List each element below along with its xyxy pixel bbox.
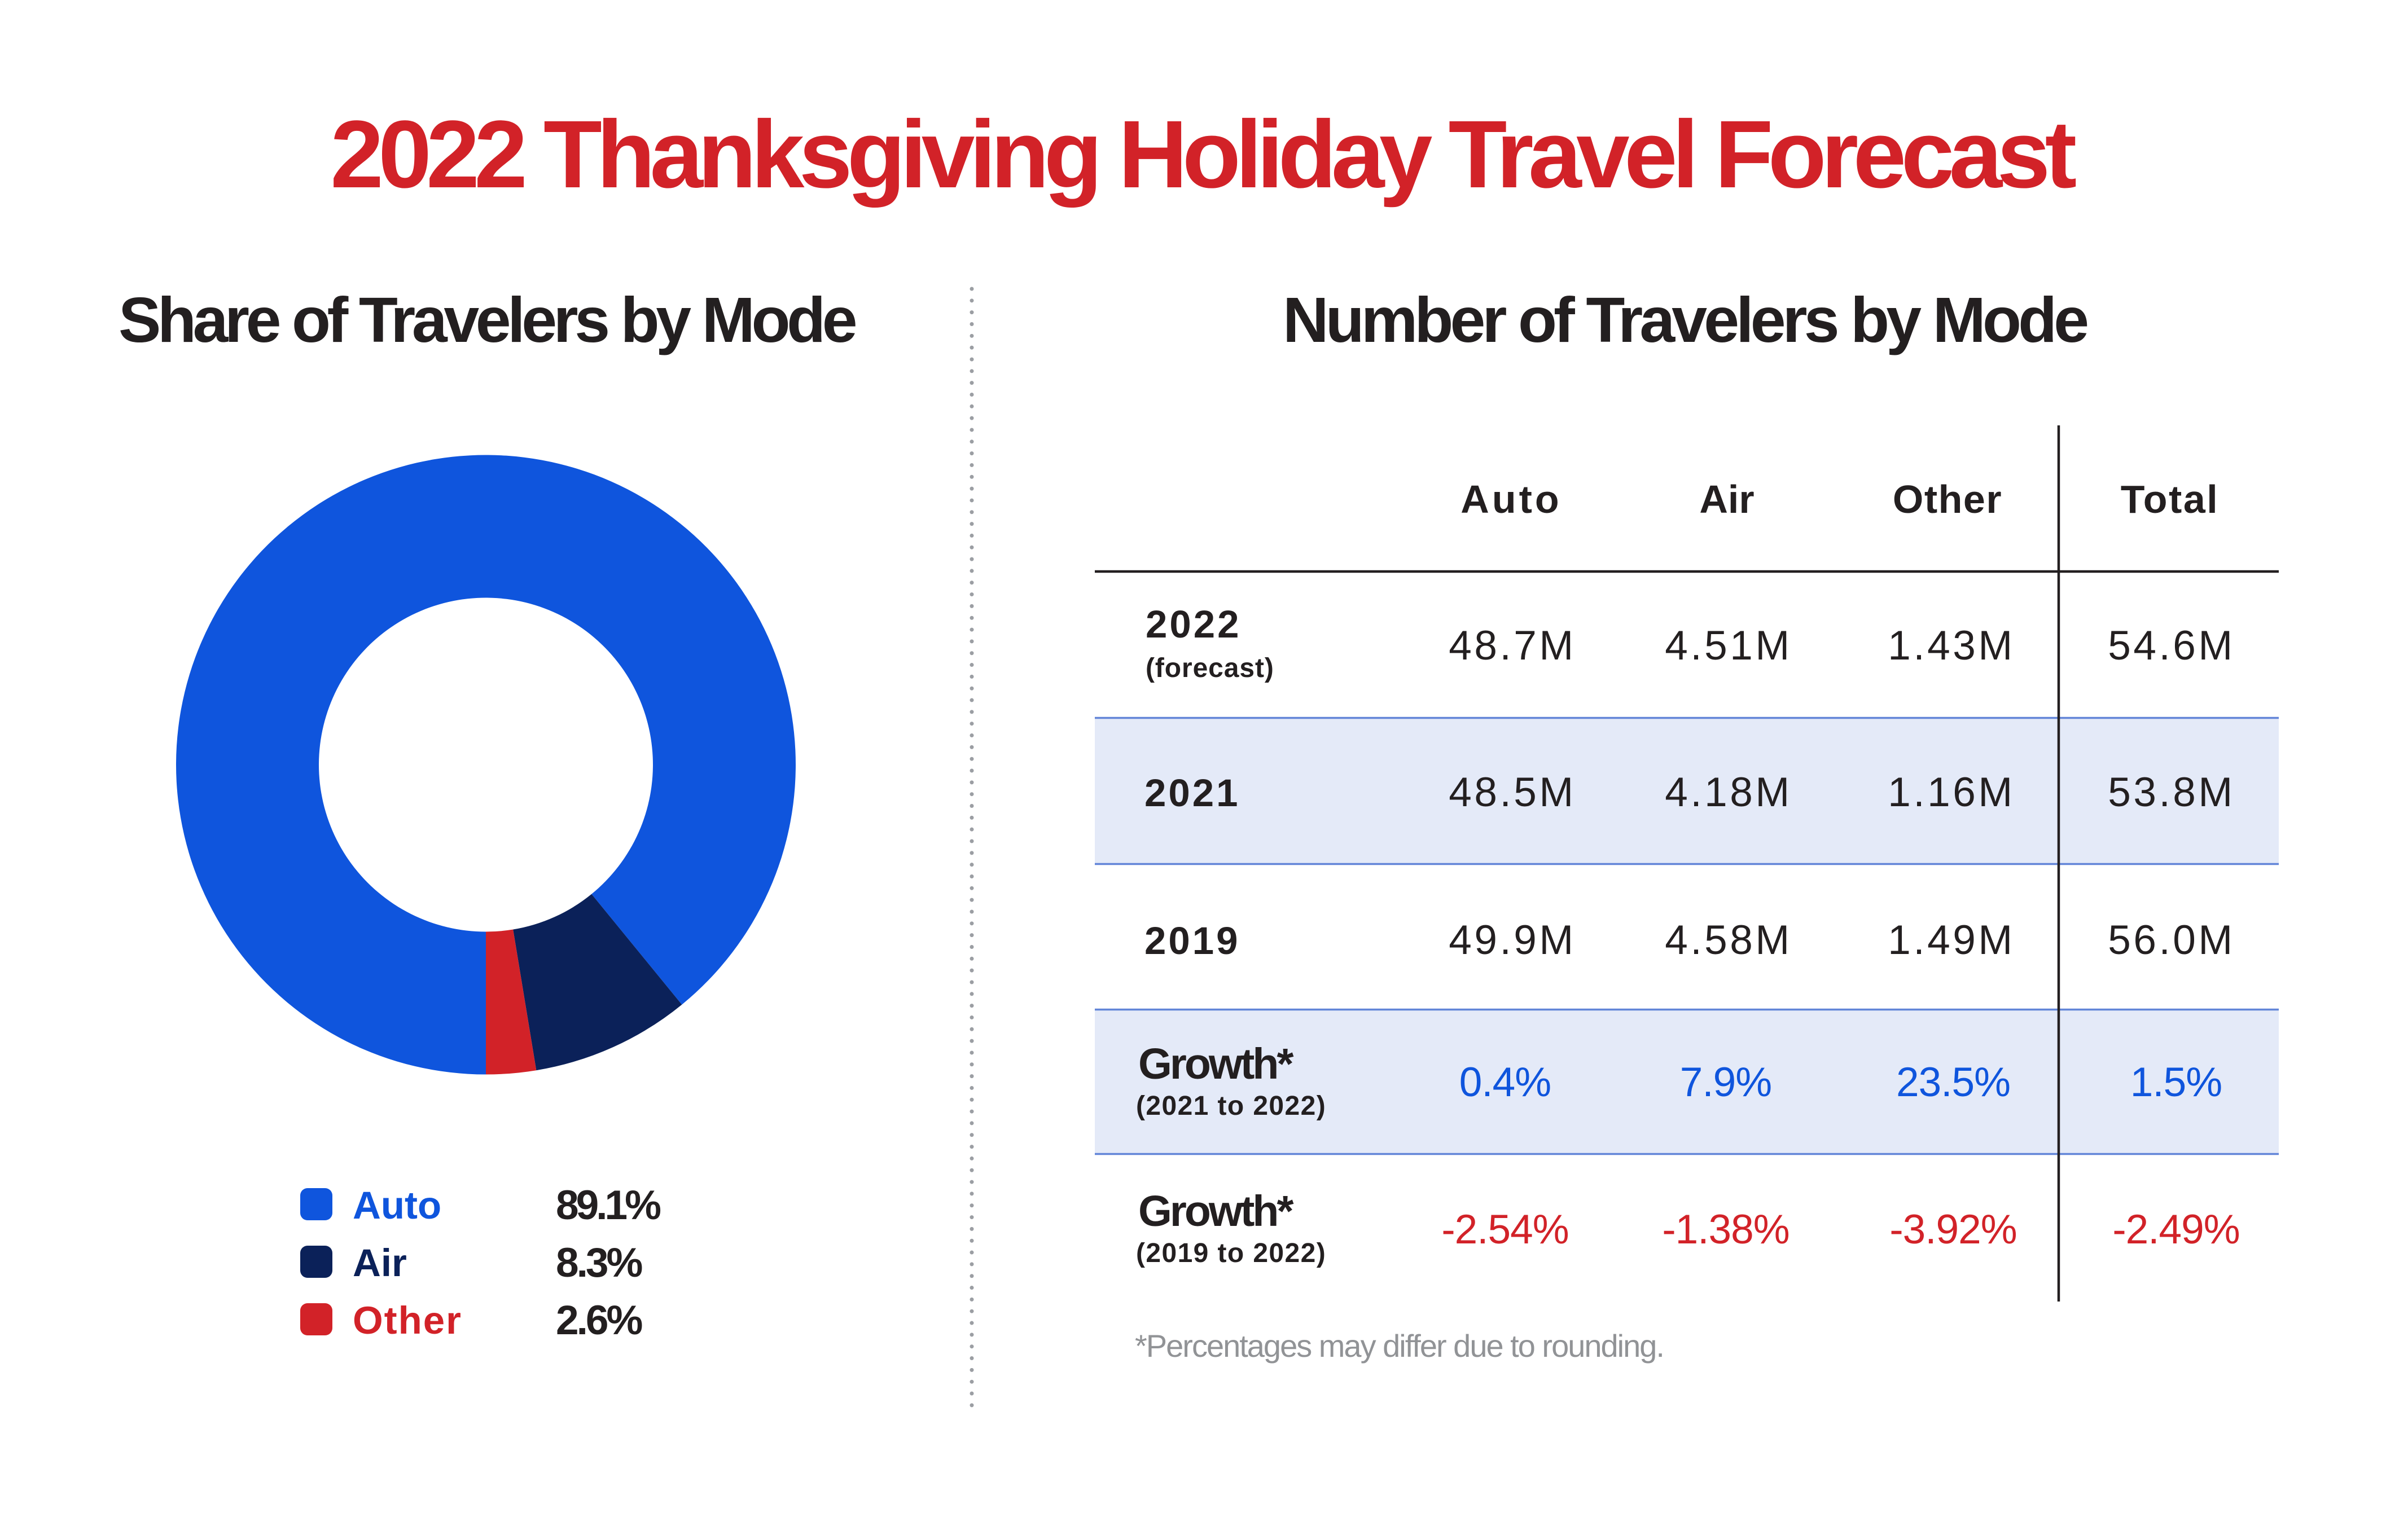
svg-text:Air: Air — [1699, 477, 1754, 521]
svg-text:1.49M: 1.49M — [1888, 917, 2015, 963]
svg-text:Auto: Auto — [1460, 477, 1562, 521]
svg-text:-1.38%: -1.38% — [1662, 1207, 1789, 1252]
svg-text:0.4%: 0.4% — [1459, 1059, 1551, 1105]
svg-text:8.3%: 8.3% — [556, 1240, 642, 1286]
svg-text:1.43M: 1.43M — [1888, 623, 2015, 669]
svg-text:48.5M: 48.5M — [1449, 770, 1576, 815]
svg-text:Growth*: Growth* — [1138, 1187, 1293, 1236]
svg-text:1.16M: 1.16M — [1888, 770, 2015, 815]
svg-text:-2.49%: -2.49% — [2112, 1207, 2239, 1252]
svg-text:89.1%: 89.1% — [556, 1182, 660, 1228]
svg-text:-3.92%: -3.92% — [1889, 1207, 2016, 1252]
svg-text:(forecast): (forecast) — [1146, 653, 1274, 683]
svg-text:54.6M: 54.6M — [2108, 623, 2235, 669]
svg-text:Total: Total — [2121, 477, 2220, 521]
svg-text:48.7M: 48.7M — [1449, 623, 1576, 669]
svg-text:56.0M: 56.0M — [2108, 917, 2235, 963]
svg-text:7.9%: 7.9% — [1680, 1059, 1771, 1105]
svg-text:-2.54%: -2.54% — [1441, 1207, 1568, 1252]
svg-text:2022 Thanksgiving Holiday Trav: 2022 Thanksgiving Holiday Travel Forecas… — [330, 101, 2076, 208]
svg-text:Number of Travelers by Mode: Number of Travelers by Mode — [1283, 284, 2087, 355]
svg-text:(2021 to 2022): (2021 to 2022) — [1136, 1091, 1326, 1121]
svg-text:Auto: Auto — [353, 1184, 441, 1227]
svg-text:4.51M: 4.51M — [1665, 623, 1792, 669]
svg-text:*Percentages may differ due to: *Percentages may differ due to rounding. — [1135, 1328, 1664, 1364]
svg-text:2022: 2022 — [1146, 603, 1242, 646]
svg-text:Growth*: Growth* — [1138, 1040, 1293, 1088]
svg-text:2.6%: 2.6% — [556, 1298, 642, 1343]
svg-text:(2019 to 2022): (2019 to 2022) — [1136, 1238, 1326, 1268]
svg-text:23.5%: 23.5% — [1896, 1059, 2010, 1105]
svg-text:53.8M: 53.8M — [2108, 770, 2235, 815]
svg-text:Other: Other — [1893, 477, 2002, 521]
svg-text:Air: Air — [353, 1241, 407, 1285]
svg-text:Share of Travelers by Mode: Share of Travelers by Mode — [119, 284, 856, 355]
svg-text:2021: 2021 — [1144, 771, 1240, 815]
svg-text:4.18M: 4.18M — [1665, 770, 1792, 815]
svg-text:2019: 2019 — [1144, 919, 1240, 962]
svg-text:49.9M: 49.9M — [1449, 917, 1576, 963]
svg-text:1.5%: 1.5% — [2130, 1059, 2222, 1105]
svg-text:4.58M: 4.58M — [1665, 917, 1792, 963]
svg-text:Other: Other — [353, 1299, 462, 1342]
